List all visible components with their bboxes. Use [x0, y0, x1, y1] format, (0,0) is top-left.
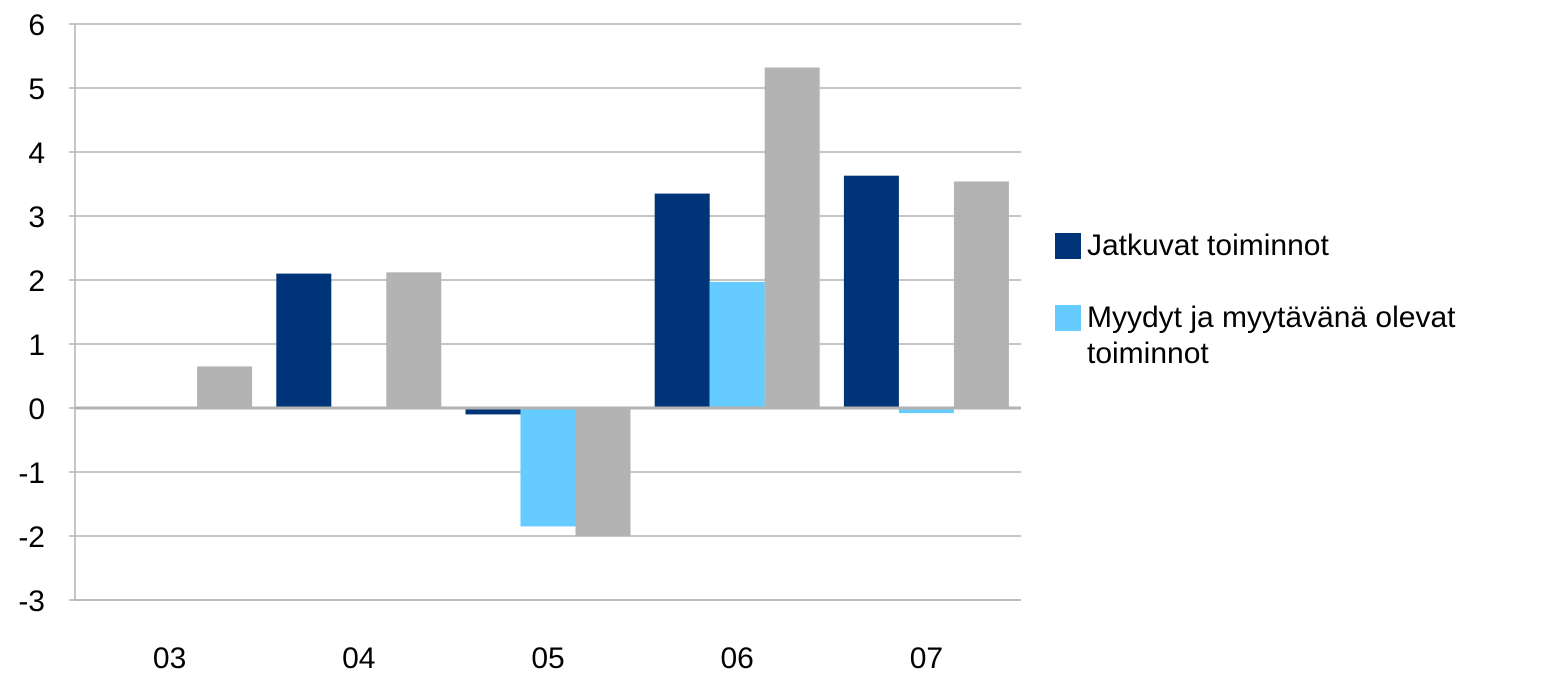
y-tick-label: 2	[28, 265, 45, 298]
x-category-label: 04	[342, 642, 375, 673]
y-tick-label: 3	[28, 201, 45, 234]
bar-3-06	[764, 67, 820, 409]
bar-3-07	[953, 181, 1009, 408]
y-tick-label: 5	[28, 73, 45, 106]
y-tick-label: 6	[28, 9, 45, 42]
x-category-label: 05	[531, 642, 564, 673]
y-tick-labels: -3 -2 -1 0 1 2 3 4 5 6	[18, 9, 45, 618]
y-tick-label: 0	[28, 393, 45, 426]
bar-3-05	[575, 408, 631, 536]
legend-item-myydyt: Myydyt ja myytävänä olevat toiminnot	[1055, 300, 1550, 372]
bar-3-03	[197, 366, 253, 408]
bar-1-05	[465, 408, 521, 415]
y-tick-label: -3	[18, 585, 45, 618]
bar-2-05	[520, 408, 576, 527]
x-category-label: 06	[721, 642, 754, 673]
bar-2-06	[709, 281, 765, 408]
legend-item-jatkuvat: Jatkuvat toiminnot	[1055, 228, 1550, 264]
y-tick-label: -2	[18, 521, 45, 554]
x-category-labels: 03 04 05 06 07	[153, 642, 943, 673]
bar-1-07	[843, 175, 899, 408]
y-tick-label: 4	[28, 137, 45, 170]
bar-3-04	[386, 272, 442, 408]
axes	[69, 23, 1021, 601]
x-category-label: 07	[910, 642, 943, 673]
y-tick-label: 1	[28, 329, 45, 362]
y-tick-label: -1	[18, 457, 45, 490]
gridlines	[75, 23, 1021, 601]
legend: Jatkuvat toiminnot Myydyt ja myytävänä o…	[1055, 228, 1550, 408]
legend-swatch-myydyt	[1055, 305, 1081, 331]
legend-label-jatkuvat: Jatkuvat toiminnot	[1087, 229, 1329, 262]
bar-1-04	[276, 273, 332, 408]
bar-2-07	[898, 408, 954, 414]
legend-swatch-jatkuvat	[1055, 233, 1081, 259]
x-category-label: 03	[153, 642, 186, 673]
bars	[197, 67, 1009, 536]
bar-1-06	[654, 193, 710, 408]
legend-label-myydyt: Myydyt ja myytävänä olevat toiminnot	[1087, 301, 1456, 370]
